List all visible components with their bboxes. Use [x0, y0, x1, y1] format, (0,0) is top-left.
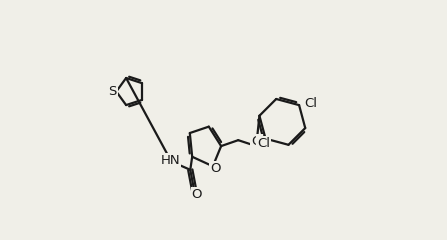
Text: Cl: Cl	[304, 97, 317, 110]
Text: O: O	[192, 188, 202, 201]
Text: Cl: Cl	[257, 137, 270, 150]
Text: O: O	[252, 135, 262, 148]
Text: HN: HN	[160, 154, 180, 167]
Text: O: O	[210, 162, 220, 175]
Text: S: S	[108, 85, 117, 98]
